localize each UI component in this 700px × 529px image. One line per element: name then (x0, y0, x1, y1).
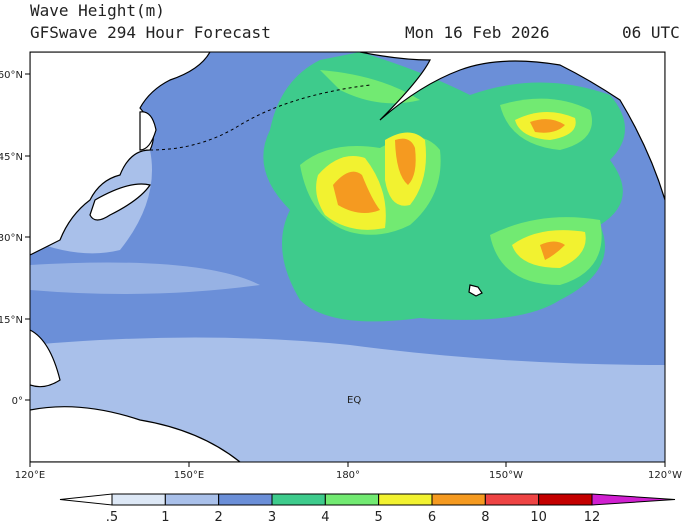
colorbar-label: 5 (375, 510, 383, 525)
colorbar-box (431, 493, 486, 506)
colorbar-label: 4 (321, 510, 329, 525)
axes: 60°N 45°N 30°N 15°N 0° 120°E 150°E 180° 150°W 120… (0, 70, 682, 481)
land-hawaii (468, 284, 483, 297)
colorbar-box (484, 493, 540, 506)
colorbar-box (324, 493, 380, 506)
land-japan (89, 183, 151, 221)
lat-label: 60°N (0, 70, 23, 81)
land-philippines (30, 329, 61, 388)
colorbar-label: .5 (106, 510, 118, 525)
time: 06 UTC (622, 23, 680, 42)
lon-label: 120°E (15, 470, 45, 481)
colorbar-label: 2 (215, 510, 223, 525)
map-label: EQ (347, 395, 361, 406)
subtitle: GFSwave 294 Hour Forecast (30, 23, 271, 42)
lon-label: 180° (336, 470, 360, 481)
date: Mon 16 Feb 2026 (405, 23, 550, 42)
colorbar-label: 8 (481, 510, 489, 525)
colorbar-label: 10 (530, 510, 547, 525)
lat-label: 0° (12, 396, 23, 407)
island-arc (149, 84, 371, 151)
lat-label: 30°N (0, 233, 23, 244)
colorbar: .5 1 2 3 4 5 6 8 10 12 (59, 493, 676, 525)
title: Wave Height(m) (30, 1, 165, 20)
sea-6-8 (530, 119, 565, 133)
colorbar-box (378, 493, 433, 506)
colorbar-box (538, 493, 593, 506)
colorbar-label: 6 (428, 510, 436, 525)
lon-label: 120°W (648, 470, 682, 481)
sea-4-5 (320, 70, 420, 104)
colorbar-triangle (59, 493, 113, 506)
lon-label: 150°W (489, 470, 523, 481)
sea-6-8 (395, 138, 416, 185)
land-asia (30, 52, 211, 256)
colorbar-label: 3 (268, 510, 276, 525)
sea-6-8 (540, 241, 565, 260)
sea-6-8 (333, 171, 380, 214)
land-sakhalin (139, 111, 157, 151)
colorbar-label: 1 (161, 510, 169, 525)
lat-label: 15°N (0, 315, 23, 326)
colorbar-box (111, 493, 166, 506)
sea-1-2 (30, 337, 665, 462)
colorbar-label: 12 (584, 510, 601, 525)
lat-label: 45°N (0, 152, 23, 163)
colorbar-box (164, 493, 220, 506)
land-indonesia (30, 406, 241, 462)
colorbar-box (271, 493, 326, 506)
sea-1-2 (30, 262, 260, 294)
colorbar-triangle (591, 493, 676, 506)
map-label: ID (348, 42, 359, 53)
land-america (359, 52, 665, 201)
colorbar-box (218, 493, 273, 506)
map-area: EQ ID (30, 42, 665, 462)
lon-label: 150°E (174, 470, 204, 481)
